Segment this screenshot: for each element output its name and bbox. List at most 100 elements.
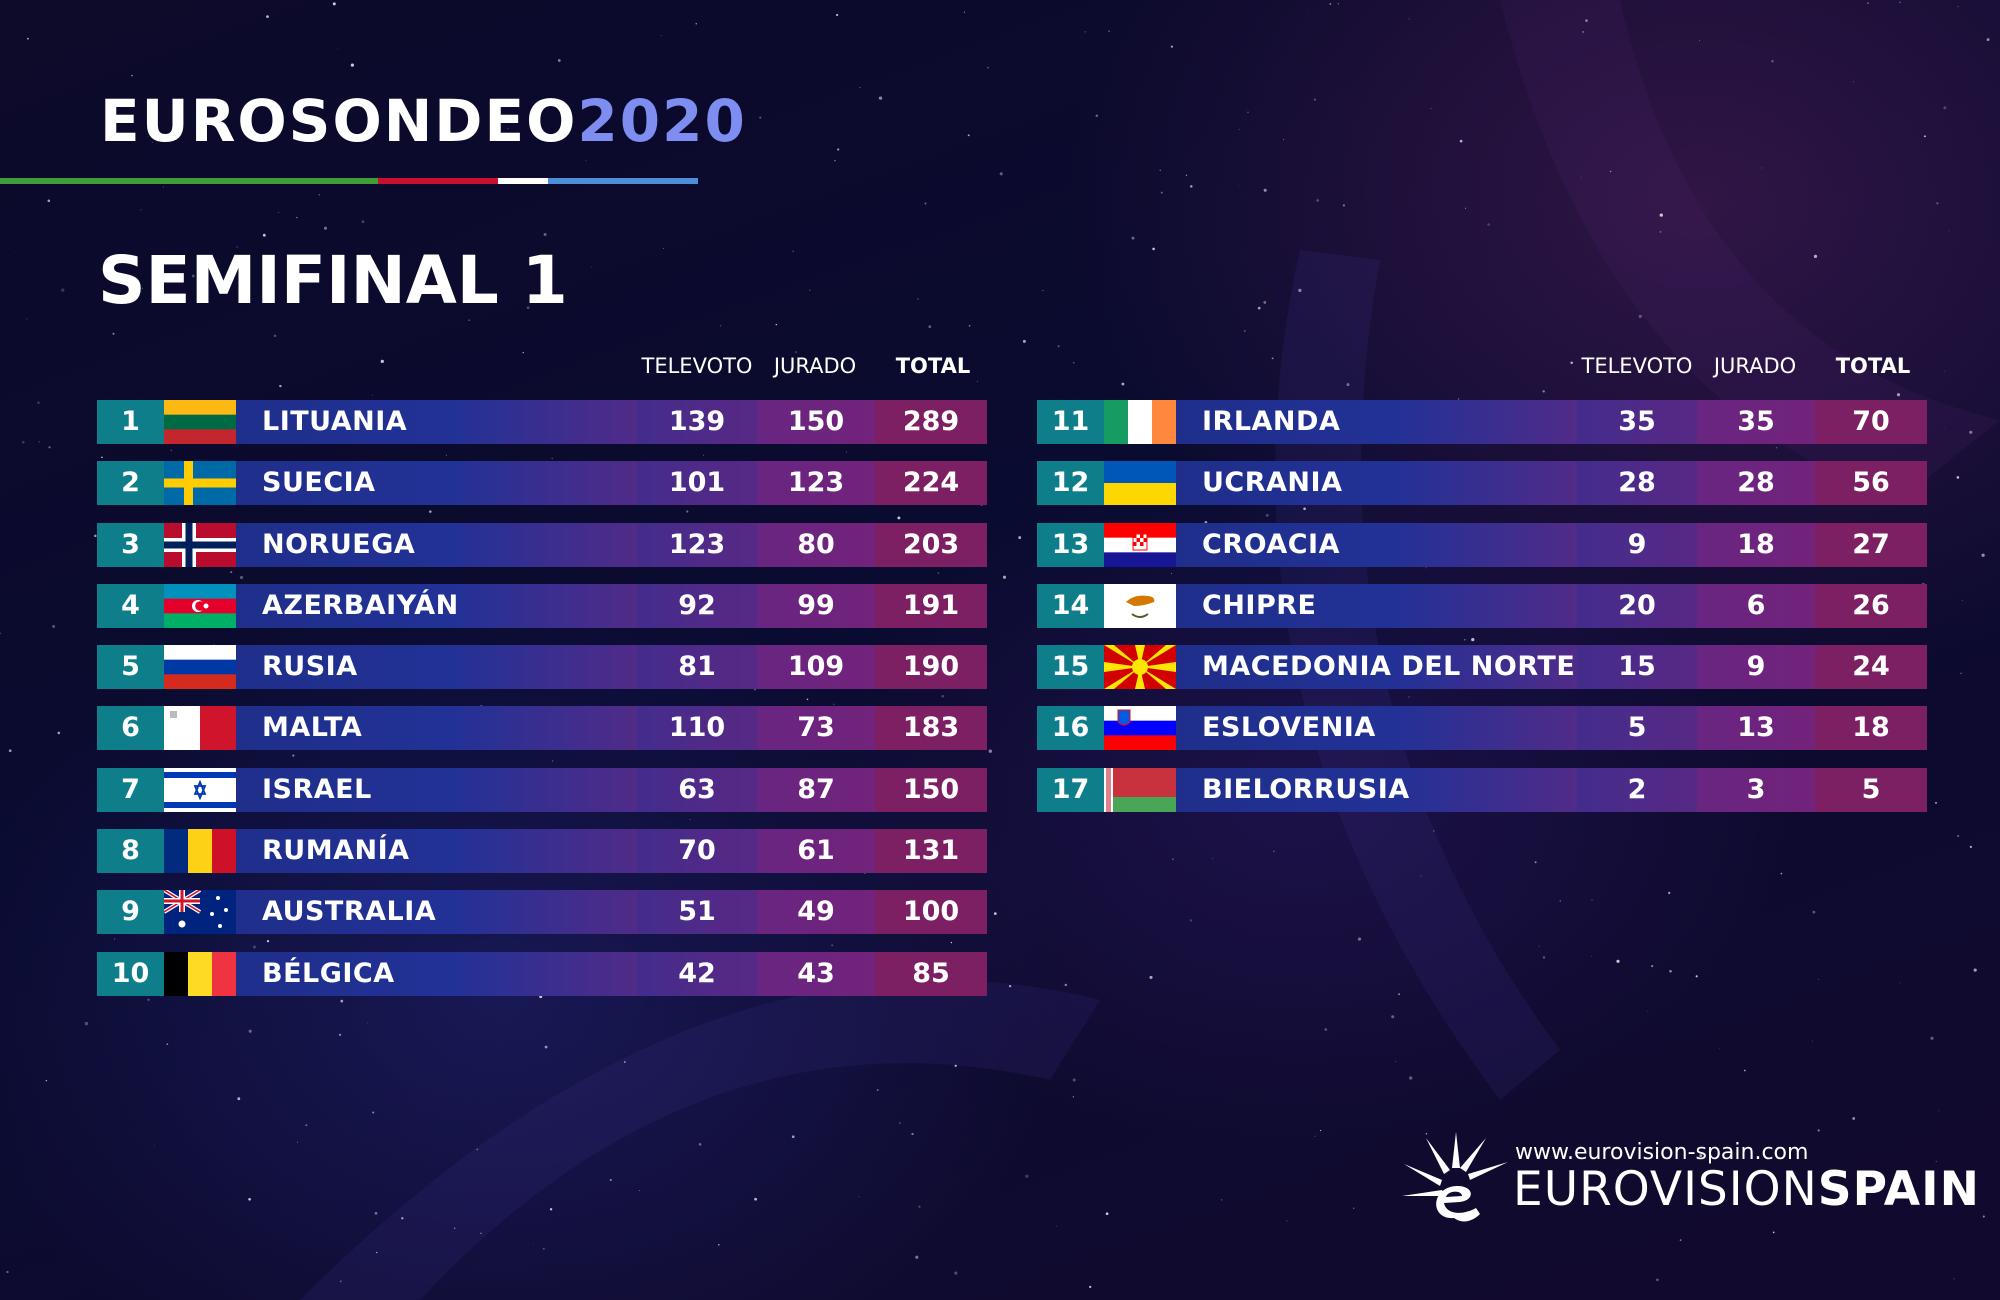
table-row: 7 ISRAEL 63 87 150 (97, 767, 987, 812)
country-name: UCRANIA (1202, 467, 1343, 499)
total-score: 183 (875, 706, 987, 751)
rank-number: 8 (97, 829, 164, 874)
televote-score: 139 (637, 400, 757, 444)
rank-number: 9 (97, 890, 164, 935)
north-macedonia-flag-icon (1104, 645, 1176, 690)
televote-score: 28 (1577, 461, 1697, 506)
rank-number: 15 (1037, 645, 1104, 690)
jury-score: 73 (757, 706, 875, 751)
azerbaijan-flag-icon (164, 583, 236, 628)
title-color-bar (0, 178, 698, 184)
jury-score: 49 (757, 890, 875, 935)
televote-score: 9 (1577, 522, 1697, 567)
total-score: 224 (875, 461, 987, 506)
rank-number: 7 (97, 767, 164, 812)
rank-number: 1 (97, 400, 164, 444)
country-name: ESLOVENIA (1202, 712, 1376, 744)
results-table-left: TELEVOTO JURADO TOTAL 1 LITUANIA 139 150 289… (97, 350, 987, 1013)
total-score: 190 (875, 645, 987, 690)
jury-score: 150 (757, 400, 875, 444)
jury-score: 87 (757, 767, 875, 812)
jury-score: 28 (1697, 461, 1815, 506)
title-bar-blue (548, 178, 698, 184)
televote-score: 81 (637, 645, 757, 690)
table-row: 16 ESLOVENIA 5 13 18 (1037, 706, 1927, 751)
total-score: 150 (875, 767, 987, 812)
televote-score: 20 (1577, 583, 1697, 628)
jury-score: 43 (757, 951, 875, 996)
website-url: www.eurovision-spain.com (1515, 1140, 1809, 1165)
eurovision-spain-logo: www.eurovision-spain.com EUROVISIONSPAIN (1400, 1130, 1979, 1230)
televote-score: 101 (637, 461, 757, 506)
table-row: 10 BÉLGICA 42 43 85 (97, 951, 987, 996)
russia-flag-icon (164, 645, 236, 690)
country-name: ISRAEL (262, 773, 372, 805)
jury-score: 6 (1697, 583, 1815, 628)
table-row: 9 AUSTRALIA 51 49 100 (97, 890, 987, 935)
country-name: RUSIA (262, 651, 358, 683)
table-row: 4 AZERBAIYÁN 92 99 191 (97, 583, 987, 628)
country-name: MALTA (262, 712, 363, 744)
logo-wordmark: EUROVISIONSPAIN (1513, 1166, 1980, 1213)
jury-score: 99 (757, 583, 875, 628)
televote-score: 110 (637, 706, 757, 751)
croatia-flag-icon (1104, 522, 1176, 567)
rank-number: 12 (1037, 461, 1104, 506)
rows-right: 11 IRLANDA 35 35 70 12 UCRANIA 28 28 56 13 CROACIA 9… (1037, 400, 1927, 812)
jury-score: 80 (757, 522, 875, 567)
table-row: 14 CHIPRE 20 6 26 (1037, 583, 1927, 628)
rank-number: 6 (97, 706, 164, 751)
televote-score: 70 (637, 829, 757, 874)
televote-header: TELEVOTO (1581, 354, 1693, 378)
lithuania-flag-icon (164, 400, 236, 444)
results-table-right: TELEVOTO JURADO TOTAL 11 IRLANDA 35 35 70 12 U… (1037, 350, 1927, 829)
table-row: 15 MACEDONIA DEL NORTE 15 9 24 (1037, 645, 1927, 690)
table-row: 11 IRLANDA 35 35 70 (1037, 400, 1927, 444)
table-header: TELEVOTO JURADO TOTAL (97, 350, 987, 400)
israel-flag-icon (164, 767, 236, 812)
total-score: 70 (1815, 400, 1927, 444)
televote-score: 15 (1577, 645, 1697, 690)
country-name: BÉLGICA (262, 957, 395, 989)
televote-score: 5 (1577, 706, 1697, 751)
jury-score: 61 (757, 829, 875, 874)
televote-score: 63 (637, 767, 757, 812)
total-score: 191 (875, 583, 987, 628)
brand-name: EUROSONDEO (100, 87, 578, 155)
country-name: SUECIA (262, 467, 376, 499)
jury-score: 18 (1697, 522, 1815, 567)
norway-flag-icon (164, 522, 236, 567)
rank-number: 3 (97, 522, 164, 567)
rank-number: 14 (1037, 583, 1104, 628)
jury-header: JURADO (1713, 354, 1797, 378)
country-name: RUMANÍA (262, 835, 410, 867)
total-score: 5 (1815, 767, 1927, 812)
jury-header: JURADO (773, 354, 857, 378)
brand-title: EUROSONDEO2020 (100, 92, 747, 150)
country-name: NORUEGA (262, 528, 416, 560)
ireland-flag-icon (1104, 400, 1176, 444)
title-bar-green (0, 178, 378, 184)
country-name: LITUANIA (262, 406, 408, 437)
total-score: 27 (1815, 522, 1927, 567)
rows-left: 1 LITUANIA 139 150 289 2 SUECIA 101 123 224 3 NORUE… (97, 400, 987, 996)
jury-score: 3 (1697, 767, 1815, 812)
jury-score: 13 (1697, 706, 1815, 751)
total-score: 289 (875, 400, 987, 444)
country-name: IRLANDA (1202, 406, 1341, 437)
jury-score: 35 (1697, 400, 1815, 444)
country-name: MACEDONIA DEL NORTE (1202, 651, 1576, 683)
title-bar-red (378, 178, 498, 184)
table-row: 12 UCRANIA 28 28 56 (1037, 461, 1927, 506)
televote-score: 2 (1577, 767, 1697, 812)
table-row: 3 NORUEGA 123 80 203 (97, 522, 987, 567)
jury-score: 109 (757, 645, 875, 690)
total-score: 85 (875, 951, 987, 996)
televote-score: 51 (637, 890, 757, 935)
australia-flag-icon (164, 890, 236, 935)
country-name: AZERBAIYÁN (262, 589, 459, 621)
romania-flag-icon (164, 829, 236, 874)
rank-number: 4 (97, 583, 164, 628)
total-score: 203 (875, 522, 987, 567)
rank-number: 2 (97, 461, 164, 506)
